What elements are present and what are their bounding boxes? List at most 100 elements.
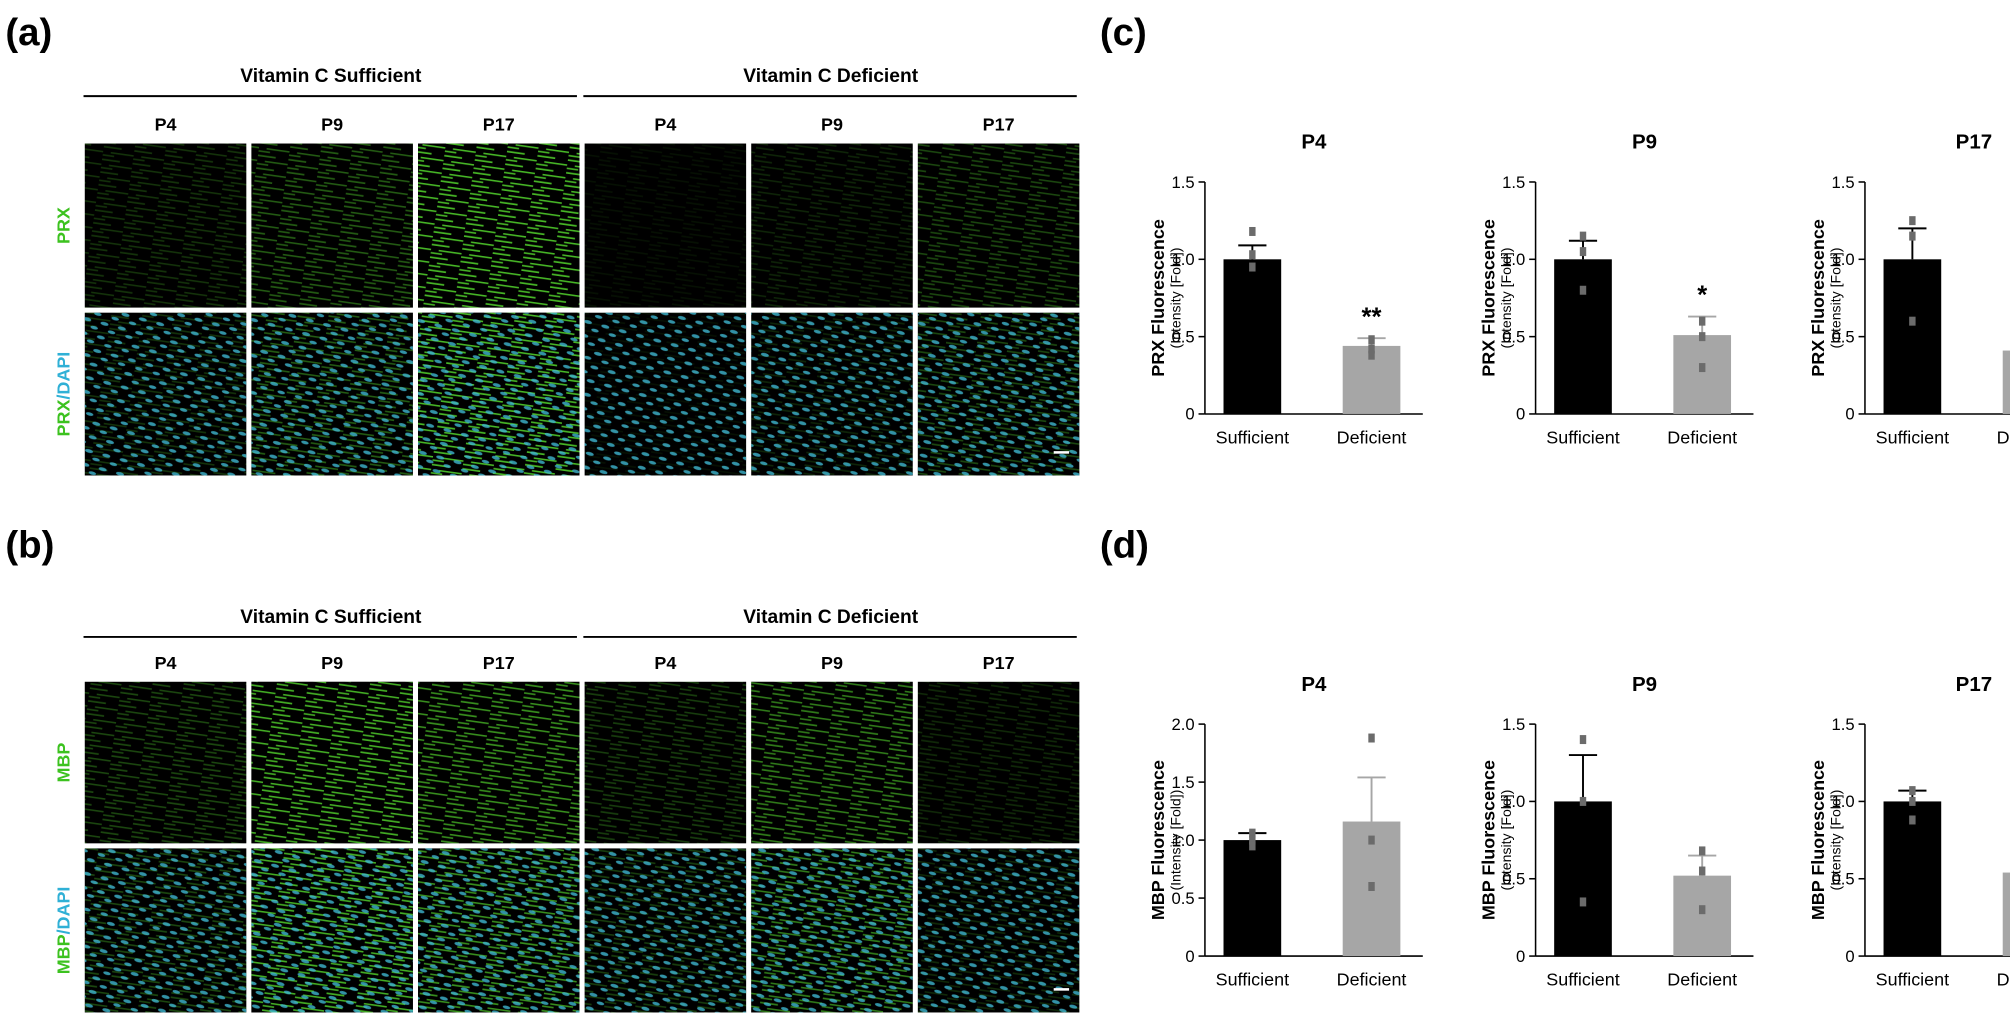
micrograph-signal xyxy=(251,143,413,308)
y-tick-label: 1.5 xyxy=(1832,173,1855,192)
chart-title: P9 xyxy=(1632,673,1657,696)
y-tick-label: 0.5 xyxy=(1832,327,1855,346)
row-stain: PRX xyxy=(53,400,73,437)
micrograph-signal xyxy=(84,143,247,308)
micrograph-nuclei xyxy=(751,312,913,476)
group-header: Vitamin C Sufficient xyxy=(240,607,422,628)
x-tick-label: Deficient xyxy=(1997,970,2010,990)
column-header: P17 xyxy=(983,115,1015,135)
data-point xyxy=(1909,796,1916,806)
y-axis-label: PRX Fluorescence xyxy=(1479,219,1499,377)
x-tick-label: Sufficient xyxy=(1216,970,1289,990)
group-header: Vitamin C Deficient xyxy=(743,607,918,628)
micrograph-nuclei xyxy=(917,848,1080,1013)
column-header: P17 xyxy=(483,653,515,673)
data-point xyxy=(1368,881,1375,891)
micrograph-nuclei xyxy=(84,312,247,476)
y-axis-unit: (Intensity [Fold]) xyxy=(1828,248,1844,349)
micrograph-nuclei xyxy=(251,312,413,476)
y-tick-label: 1.0 xyxy=(1172,250,1195,269)
y-tick-label: 1.5 xyxy=(1502,173,1525,192)
column-header: P4 xyxy=(155,653,177,673)
micrograph-signal xyxy=(917,143,1080,308)
micrograph-signal xyxy=(751,143,913,308)
bar xyxy=(1223,840,1282,957)
data-point xyxy=(1909,216,1916,226)
row-label: PRX/DAPI xyxy=(53,352,73,437)
y-tick-label: 1.0 xyxy=(1832,792,1855,811)
data-point xyxy=(1698,363,1706,373)
column-header: P9 xyxy=(321,115,343,135)
y-axis-label: MBP Fluorescence xyxy=(1148,760,1168,920)
x-tick-label: Sufficient xyxy=(1216,427,1289,447)
y-tick-label: 1.5 xyxy=(1172,173,1195,192)
y-tick-label: 1.0 xyxy=(1502,792,1525,811)
micrograph-nuclei xyxy=(584,848,747,1013)
data-point xyxy=(1909,815,1916,825)
y-axis-label: MBP Fluorescence xyxy=(1808,760,1828,920)
y-tick-label: 0.5 xyxy=(1502,327,1525,346)
data-point xyxy=(1368,835,1375,845)
bar xyxy=(1554,259,1612,414)
x-tick-label: Sufficient xyxy=(1876,970,1949,990)
panel-label: (d) xyxy=(1100,523,1149,566)
micrograph-nuclei xyxy=(917,312,1080,476)
y-tick-label: 0 xyxy=(1516,947,1525,966)
row-stain: PRX xyxy=(53,207,73,244)
column-header: P4 xyxy=(155,115,177,135)
bar xyxy=(2002,350,2010,414)
data-point xyxy=(1909,316,1916,326)
data-point xyxy=(1698,332,1706,342)
row-label: MBP xyxy=(53,743,73,783)
y-axis-unit: (Intensity [Fold]) xyxy=(1168,248,1184,349)
significance: * xyxy=(1697,282,1707,310)
column-header: P4 xyxy=(654,653,676,673)
row-counterstain: /DAPI xyxy=(53,352,73,400)
y-tick-label: 0 xyxy=(1845,405,1854,424)
data-point xyxy=(1368,350,1375,360)
data-point xyxy=(1698,905,1706,915)
column-header: P17 xyxy=(483,115,515,135)
y-tick-label: 2.0 xyxy=(1172,715,1195,734)
row-stain: MBP xyxy=(53,743,73,783)
panel-label: (c) xyxy=(1100,11,1147,54)
y-tick-label: 0.5 xyxy=(1172,327,1195,346)
data-point xyxy=(1698,846,1706,856)
micrograph-signal xyxy=(751,681,913,844)
column-header: P9 xyxy=(821,653,843,673)
column-header: P17 xyxy=(983,653,1015,673)
micrograph-signal xyxy=(418,143,580,308)
data-point xyxy=(1909,786,1916,796)
significance: ** xyxy=(1362,303,1382,331)
chart-title: P17 xyxy=(1956,673,1992,696)
y-tick-label: 0 xyxy=(1185,405,1194,424)
chart-title: P9 xyxy=(1632,131,1657,154)
row-stain: MBP xyxy=(53,934,73,974)
column-header: P4 xyxy=(654,115,676,135)
chart-title: P4 xyxy=(1301,131,1327,154)
data-point xyxy=(1249,828,1256,838)
micrograph-signal xyxy=(584,143,747,308)
data-point xyxy=(1579,231,1587,241)
y-axis-unit: (Intensity [Fold]) xyxy=(1828,790,1844,891)
micrograph-nuclei xyxy=(84,848,247,1013)
bar xyxy=(1883,259,1942,414)
column-header: P9 xyxy=(321,653,343,673)
bar xyxy=(1554,801,1612,957)
row-label: MBP/DAPI xyxy=(53,887,73,975)
data-point xyxy=(1368,344,1375,354)
chart-title: P17 xyxy=(1956,131,1992,154)
x-tick-label: Deficient xyxy=(1337,427,1407,447)
panel-label: (b) xyxy=(5,523,54,566)
micrograph-nuclei xyxy=(584,312,747,476)
y-tick-label: 0 xyxy=(1845,947,1854,966)
x-tick-label: Sufficient xyxy=(1876,427,1949,447)
x-tick-label: Sufficient xyxy=(1546,970,1619,990)
x-tick-label: Deficient xyxy=(1667,427,1737,447)
y-axis-unit: (Intensity [Fold]) xyxy=(1498,790,1514,891)
row-counterstain: /DAPI xyxy=(53,887,73,935)
bar xyxy=(1673,875,1732,957)
bar xyxy=(1673,335,1732,414)
micrograph-signal xyxy=(251,681,413,844)
